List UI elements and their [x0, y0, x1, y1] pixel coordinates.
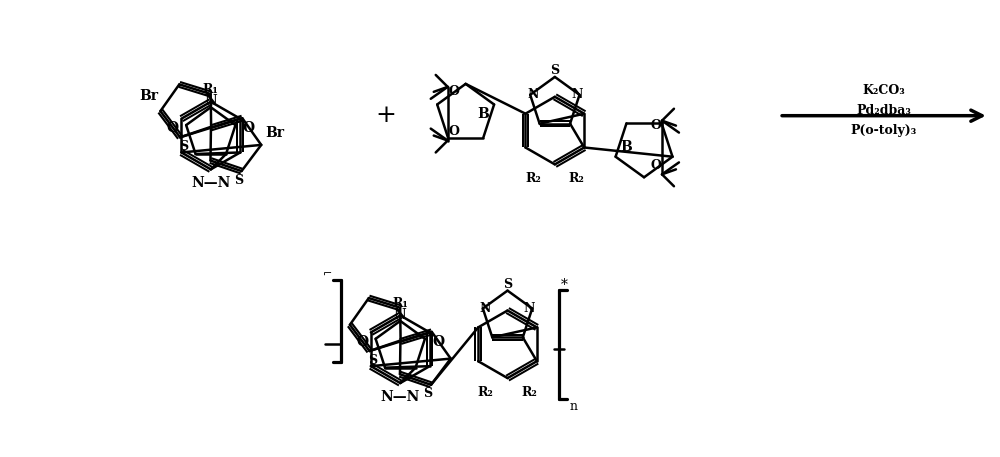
- Text: N—N: N—N: [191, 176, 230, 190]
- Text: *: *: [561, 278, 568, 292]
- Text: B: B: [620, 140, 632, 154]
- Text: Br: Br: [266, 126, 285, 139]
- Text: O: O: [356, 335, 368, 349]
- Text: S: S: [550, 64, 559, 78]
- Text: ⌐: ⌐: [323, 270, 333, 280]
- Text: O: O: [167, 121, 179, 135]
- Text: O: O: [448, 125, 459, 138]
- Text: N: N: [527, 88, 539, 101]
- Text: N: N: [394, 308, 407, 322]
- Text: N: N: [480, 302, 491, 315]
- Text: N—N: N—N: [381, 390, 420, 404]
- Text: N: N: [204, 94, 217, 108]
- Text: O: O: [651, 159, 661, 172]
- Text: R₂: R₂: [569, 172, 585, 185]
- Text: K₂CO₃: K₂CO₃: [863, 85, 905, 97]
- Text: P(o-toly)₃: P(o-toly)₃: [851, 124, 917, 137]
- Text: S: S: [179, 140, 188, 153]
- Text: N: N: [571, 88, 582, 101]
- Text: R₁: R₁: [203, 83, 219, 96]
- Text: S: S: [234, 174, 243, 187]
- Text: S: S: [503, 278, 512, 291]
- Text: S: S: [423, 388, 432, 400]
- Text: Pd₂dba₃: Pd₂dba₃: [856, 104, 911, 117]
- Text: O: O: [448, 85, 459, 98]
- Text: R₂: R₂: [478, 386, 494, 399]
- Text: S: S: [368, 354, 377, 367]
- Text: +: +: [375, 104, 396, 127]
- Text: R₂: R₂: [522, 386, 537, 399]
- Text: Br: Br: [139, 89, 158, 103]
- Text: N: N: [524, 302, 535, 315]
- Text: O: O: [432, 335, 444, 349]
- Text: O: O: [243, 121, 255, 135]
- Text: R₁: R₁: [392, 297, 408, 309]
- Text: n: n: [569, 400, 577, 414]
- Text: R₂: R₂: [525, 172, 541, 185]
- Text: O: O: [651, 119, 661, 132]
- Text: B: B: [478, 106, 489, 121]
